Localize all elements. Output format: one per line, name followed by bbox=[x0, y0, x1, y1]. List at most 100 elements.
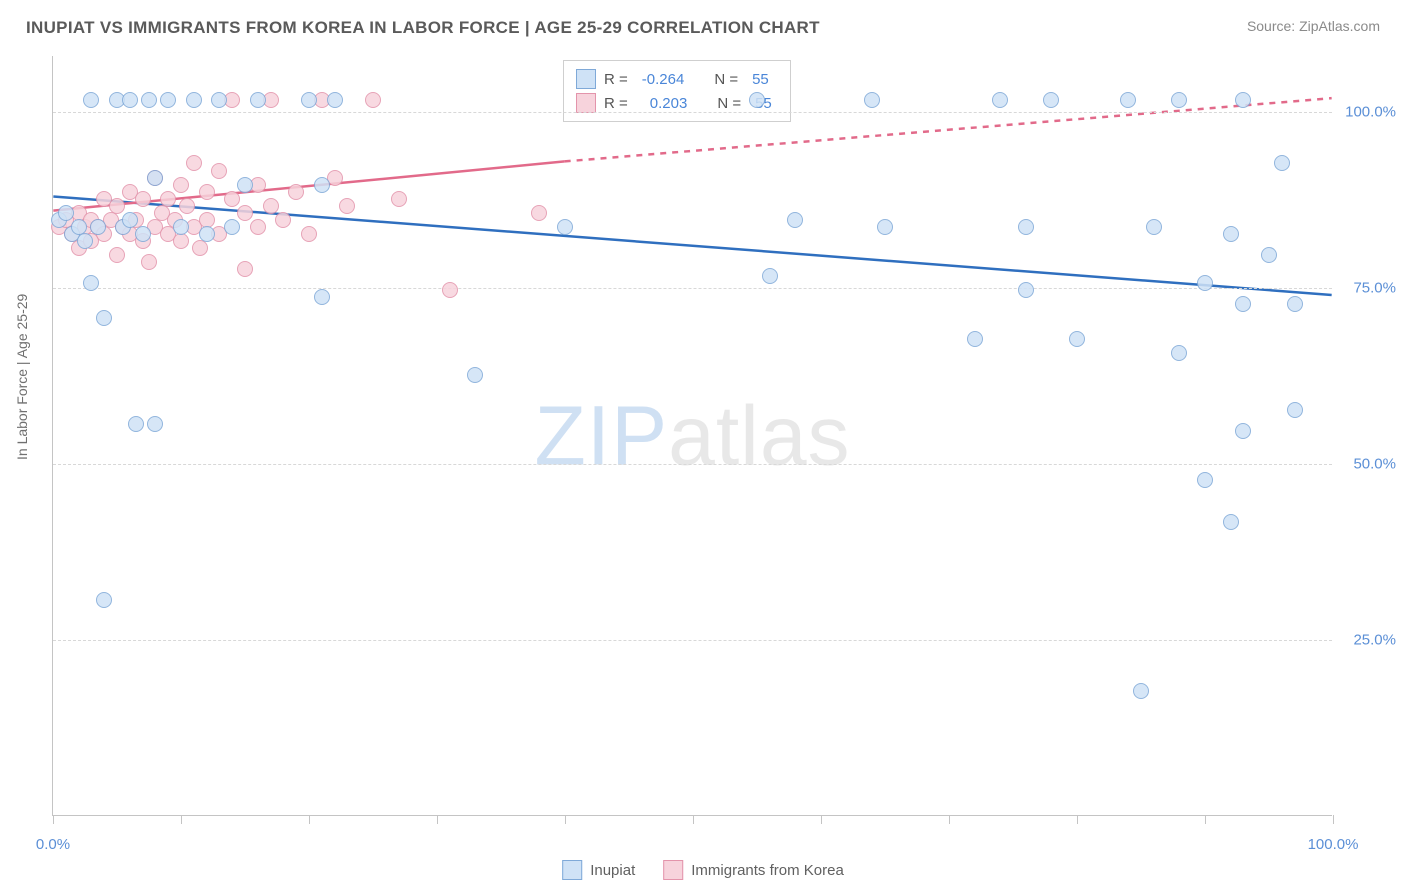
data-point-blue bbox=[1287, 296, 1303, 312]
data-point-blue bbox=[122, 92, 138, 108]
data-point-pink bbox=[263, 198, 279, 214]
stats-row-blue: R = -0.264 N = 55 bbox=[576, 67, 778, 91]
data-point-blue bbox=[1133, 683, 1149, 699]
r-label: R = bbox=[604, 95, 628, 112]
y-tick-label: 50.0% bbox=[1353, 456, 1396, 473]
data-point-blue bbox=[90, 219, 106, 235]
data-point-blue bbox=[762, 268, 778, 284]
data-point-blue bbox=[557, 219, 573, 235]
data-point-pink bbox=[237, 205, 253, 221]
data-point-blue bbox=[1018, 282, 1034, 298]
data-point-blue bbox=[1043, 92, 1059, 108]
x-tick bbox=[565, 815, 566, 824]
chart-source: Source: ZipAtlas.com bbox=[1247, 18, 1380, 34]
data-point-blue bbox=[1223, 514, 1239, 530]
x-axis-label-right: 100.0% bbox=[1308, 836, 1359, 853]
n-value-blue: 55 bbox=[752, 71, 769, 88]
swatch-blue bbox=[562, 860, 582, 880]
data-point-blue bbox=[128, 416, 144, 432]
gridline-h bbox=[53, 464, 1332, 465]
data-point-pink bbox=[275, 212, 291, 228]
x-tick bbox=[821, 815, 822, 824]
data-point-blue bbox=[467, 367, 483, 383]
data-point-blue bbox=[147, 170, 163, 186]
data-point-blue bbox=[77, 233, 93, 249]
data-point-blue bbox=[1235, 423, 1251, 439]
data-point-blue bbox=[314, 289, 330, 305]
r-value-blue: -0.264 bbox=[642, 71, 685, 88]
data-point-pink bbox=[173, 177, 189, 193]
data-point-blue bbox=[1274, 155, 1290, 171]
data-point-blue bbox=[173, 219, 189, 235]
trendlines-svg bbox=[53, 56, 1332, 815]
data-point-blue bbox=[314, 177, 330, 193]
gridline-h bbox=[53, 112, 1332, 113]
legend-label-pink: Immigrants from Korea bbox=[691, 862, 844, 879]
x-tick bbox=[949, 815, 950, 824]
data-point-pink bbox=[531, 205, 547, 221]
data-point-pink bbox=[109, 247, 125, 263]
swatch-pink bbox=[663, 860, 683, 880]
data-point-pink bbox=[391, 191, 407, 207]
data-point-pink bbox=[301, 226, 317, 242]
data-point-blue bbox=[327, 92, 343, 108]
data-point-blue bbox=[58, 205, 74, 221]
data-point-pink bbox=[442, 282, 458, 298]
gridline-h bbox=[53, 288, 1332, 289]
data-point-blue bbox=[237, 177, 253, 193]
data-point-blue bbox=[1171, 345, 1187, 361]
series-legend: Inupiat Immigrants from Korea bbox=[562, 860, 844, 880]
data-point-pink bbox=[179, 198, 195, 214]
x-tick bbox=[53, 815, 54, 824]
data-point-blue bbox=[967, 331, 983, 347]
data-point-pink bbox=[141, 254, 157, 270]
data-point-pink bbox=[109, 198, 125, 214]
data-point-blue bbox=[96, 310, 112, 326]
swatch-pink bbox=[576, 93, 596, 113]
data-point-blue bbox=[1287, 402, 1303, 418]
data-point-blue bbox=[1120, 92, 1136, 108]
data-point-blue bbox=[864, 92, 880, 108]
x-tick bbox=[437, 815, 438, 824]
data-point-blue bbox=[135, 226, 151, 242]
data-point-blue bbox=[1197, 472, 1213, 488]
legend-item-blue: Inupiat bbox=[562, 860, 635, 880]
data-point-pink bbox=[365, 92, 381, 108]
data-point-blue bbox=[141, 92, 157, 108]
data-point-pink bbox=[224, 191, 240, 207]
data-point-pink bbox=[250, 219, 266, 235]
x-tick bbox=[1205, 815, 1206, 824]
swatch-blue bbox=[576, 69, 596, 89]
data-point-pink bbox=[237, 261, 253, 277]
y-tick-label: 100.0% bbox=[1345, 104, 1396, 121]
data-point-blue bbox=[211, 92, 227, 108]
data-point-blue bbox=[1235, 92, 1251, 108]
x-tick bbox=[309, 815, 310, 824]
data-point-pink bbox=[199, 184, 215, 200]
data-point-pink bbox=[339, 198, 355, 214]
n-label: N = bbox=[717, 95, 741, 112]
x-tick bbox=[693, 815, 694, 824]
data-point-blue bbox=[186, 92, 202, 108]
data-point-blue bbox=[160, 92, 176, 108]
legend-item-pink: Immigrants from Korea bbox=[663, 860, 844, 880]
scatter-chart: ZIPatlas R = -0.264 N = 55 R = 0.203 N =… bbox=[52, 56, 1332, 816]
data-point-blue bbox=[96, 592, 112, 608]
data-point-blue bbox=[992, 92, 1008, 108]
data-point-pink bbox=[173, 233, 189, 249]
data-point-blue bbox=[83, 92, 99, 108]
y-tick-label: 75.0% bbox=[1353, 280, 1396, 297]
data-point-pink bbox=[192, 240, 208, 256]
legend-label-blue: Inupiat bbox=[590, 862, 635, 879]
data-point-blue bbox=[1197, 275, 1213, 291]
data-point-blue bbox=[1069, 331, 1085, 347]
data-point-blue bbox=[877, 219, 893, 235]
data-point-blue bbox=[1235, 296, 1251, 312]
data-point-pink bbox=[135, 191, 151, 207]
data-point-blue bbox=[122, 212, 138, 228]
data-point-blue bbox=[1223, 226, 1239, 242]
r-label: R = bbox=[604, 71, 628, 88]
data-point-pink bbox=[288, 184, 304, 200]
data-point-blue bbox=[147, 416, 163, 432]
data-point-blue bbox=[301, 92, 317, 108]
